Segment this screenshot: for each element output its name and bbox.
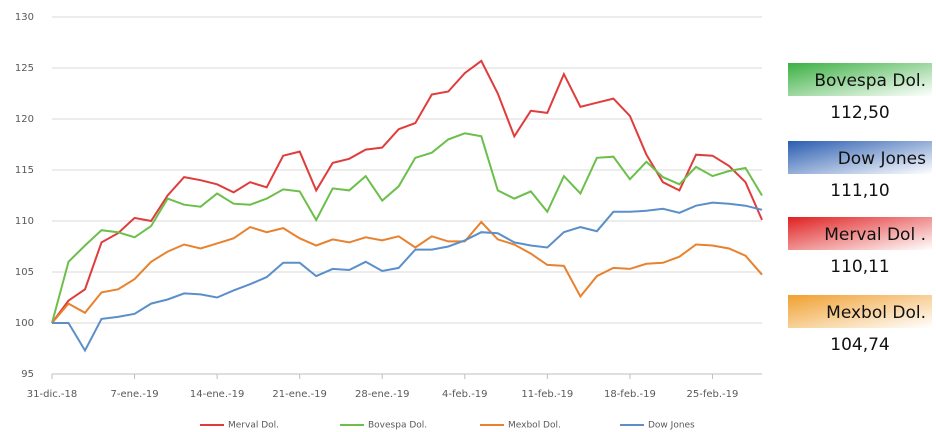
x-tick-label: 31-dic.-18	[27, 389, 77, 400]
x-tick-label: 11-feb.-19	[521, 389, 573, 400]
callout-box	[788, 295, 932, 328]
y-tick-label: 130	[15, 12, 34, 23]
y-tick-label: 120	[15, 114, 34, 125]
callout-name: Merval Dol .	[824, 225, 926, 245]
legend-label: Bovespa Dol.	[368, 421, 427, 431]
callout-name: Dow Jones	[838, 149, 926, 169]
callout-value: 111,10	[830, 181, 889, 201]
legend-label: Merval Dol.	[228, 421, 279, 431]
callout-value: 112,50	[830, 103, 889, 123]
x-tick-label: 18-feb.-19	[604, 389, 656, 400]
series-line	[52, 201, 763, 353]
callout-box	[788, 63, 932, 96]
y-tick-label: 110	[15, 216, 34, 227]
y-tick-label: 115	[15, 165, 34, 176]
series-line	[51, 220, 763, 324]
legend-label: Mexbol Dol.	[508, 421, 561, 431]
x-tick-label: 21-ene.-19	[272, 389, 327, 400]
x-tick-label: 28-ene.-19	[355, 389, 410, 400]
callout-value: 104,74	[830, 335, 889, 355]
callout-name: Bovespa Dol.	[814, 71, 926, 91]
series-line	[51, 132, 763, 324]
series-line	[51, 59, 763, 324]
callout-box	[788, 141, 932, 174]
callout-name: Mexbol Dol.	[826, 303, 926, 323]
y-tick-label: 125	[15, 63, 34, 74]
x-tick-label: 7-ene.-19	[110, 389, 158, 400]
y-tick-label: 105	[15, 267, 34, 278]
callout-box	[788, 217, 932, 250]
x-tick-label: 4-feb.-19	[442, 389, 488, 400]
x-tick-label: 14-ene.-19	[190, 389, 245, 400]
legend-label: Dow Jones	[648, 421, 695, 431]
x-tick-label: 25-feb.-19	[687, 389, 739, 400]
callout-value: 110,11	[830, 257, 889, 277]
y-tick-label: 100	[15, 318, 34, 329]
y-tick-label: 95	[21, 369, 34, 380]
